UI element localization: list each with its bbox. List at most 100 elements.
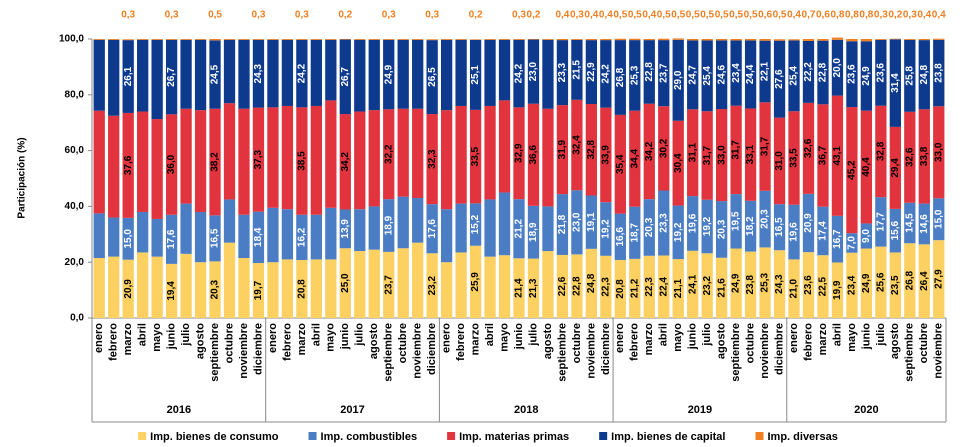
x-tick-label: octubre: [223, 323, 235, 363]
value-label: 0,4: [599, 10, 613, 21]
bar-segment: [93, 39, 105, 111]
bar-segment: [658, 40, 670, 107]
bar-segment: [918, 244, 930, 318]
bar-segment: [542, 206, 554, 252]
bar-segment: [484, 39, 496, 40]
value-label: 33,0: [933, 142, 944, 162]
x-tick-label: septiembre: [556, 323, 568, 382]
x-tick-label: febrero: [455, 323, 467, 361]
value-label: 0,4: [555, 10, 569, 21]
bar-segment: [672, 39, 684, 121]
x-tick-label: junio: [513, 323, 525, 351]
value-label: 25,0: [340, 273, 351, 293]
value-label: 32,8: [586, 140, 597, 160]
x-tick-label: octubre: [571, 323, 583, 363]
value-label: 19,7: [253, 280, 264, 300]
value-label: 25,1: [470, 65, 481, 85]
bar-segment: [180, 39, 192, 40]
legend-swatch: [599, 432, 608, 440]
value-label: 15,0: [933, 209, 944, 229]
bar-segment: [715, 257, 728, 318]
bar-segment: [527, 39, 540, 104]
x-tick-label: noviembre: [412, 323, 424, 379]
bar-segment: [788, 204, 800, 260]
value-label: 0,5: [686, 10, 700, 21]
bar-segment: [672, 205, 684, 260]
x-tick-label: septiembre: [730, 323, 742, 382]
bar-segment: [267, 207, 279, 263]
bar-segment: [223, 199, 236, 243]
bar-segment: [614, 213, 626, 260]
bar-segment: [397, 248, 409, 318]
value-label: 36,0: [166, 154, 177, 174]
bar-segment: [542, 251, 554, 318]
value-label: 23,3: [557, 62, 568, 82]
bar-segment: [412, 39, 424, 40]
bar-segment: [600, 107, 612, 203]
group-label: 2019: [688, 404, 712, 416]
value-label: 17,6: [427, 219, 438, 239]
value-label: 24,2: [514, 63, 525, 83]
bar-segment: [701, 111, 713, 200]
bar-segment: [223, 103, 236, 200]
bar-segment: [469, 203, 482, 246]
x-tick-label: julio: [701, 323, 713, 347]
value-label: 24,2: [297, 63, 308, 83]
y-tick-label: 0,0: [70, 313, 84, 324]
bar-segment: [571, 254, 583, 318]
value-label: 0,6: [758, 10, 772, 21]
bar-segment: [643, 103, 655, 200]
bar-segment: [151, 119, 163, 219]
value-label: 0,2: [338, 10, 352, 21]
value-label: 16,5: [210, 228, 221, 248]
bar-segment: [658, 106, 670, 191]
value-label: 36,7: [818, 145, 829, 165]
bar-segment: [904, 39, 916, 112]
bar-segment: [744, 40, 757, 109]
bar-segment: [296, 39, 308, 40]
value-label: 24,2: [600, 64, 611, 84]
value-label: 22,3: [600, 277, 611, 297]
bar-segment: [759, 247, 771, 318]
bar-segment: [412, 198, 424, 243]
value-label: 23,6: [847, 64, 858, 84]
bar-segment: [397, 39, 409, 40]
legend-label: Imp. combustibles: [321, 431, 418, 443]
value-label: 18,4: [253, 227, 264, 247]
x-tick-label: mayo: [498, 323, 510, 352]
bar-segment: [643, 199, 655, 256]
value-label: 25,3: [629, 65, 640, 85]
value-label: 24,1: [687, 274, 698, 294]
value-label: 31,7: [702, 145, 713, 165]
bar-segment: [108, 39, 120, 116]
value-label: 19,5: [731, 211, 742, 231]
bar-segment: [93, 110, 105, 214]
bar-segment: [498, 39, 511, 40]
x-tick-label: agosto: [194, 323, 206, 359]
bar-segment: [860, 39, 873, 42]
x-tick-label: febrero: [281, 323, 293, 361]
bar-segment: [194, 39, 207, 40]
value-label: 0,5: [671, 10, 685, 21]
bar-segment: [773, 204, 786, 251]
value-label: 0,5: [628, 10, 642, 21]
bar-segment: [513, 107, 525, 200]
bar-segment: [730, 194, 742, 249]
value-label: 22,8: [572, 276, 583, 296]
value-label: 24,4: [745, 64, 756, 84]
value-label: 23,0: [528, 61, 539, 81]
bar-segment: [715, 39, 728, 41]
bar-segment: [802, 102, 815, 194]
bar-segment: [426, 204, 438, 254]
bar-segment: [151, 39, 163, 120]
bar-segment: [93, 213, 105, 259]
value-label: 20,9: [803, 213, 814, 233]
bar-segment: [513, 199, 525, 259]
bar-segment: [889, 38, 901, 40]
value-label: 22,8: [644, 62, 655, 82]
bar-segment: [165, 39, 178, 40]
value-label: 31,7: [731, 140, 742, 160]
bar-segment: [368, 39, 380, 111]
value-label: 25,9: [470, 272, 481, 292]
